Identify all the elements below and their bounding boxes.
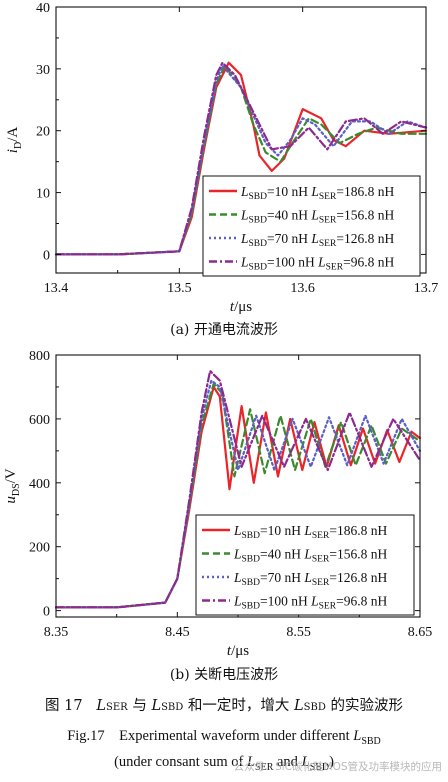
figure-caption-cn: 图 17 LSER 与 LSBD 和一定时，增大 LSBD 的实验波形 [0, 694, 448, 715]
caption-text: (under consant sum of [114, 754, 247, 770]
x-tick-label: 13.7 [414, 281, 439, 296]
figure-caption-en-line2: (under consant sum of LSER and LSBD) [0, 754, 448, 773]
caption-text: 的实验波形 [325, 698, 403, 714]
x-tick-label: 8.55 [286, 625, 311, 640]
caption-subscript: SBD [303, 702, 326, 713]
x-axis-label: t/μs [230, 299, 252, 315]
series-line-4 [54, 369, 422, 609]
x-tick-label: 8.35 [44, 625, 69, 640]
series-line-2 [54, 64, 428, 256]
legend-entry: LSBD=100 nH LSER=96.8 nH [240, 255, 394, 273]
y-axis-label: uDS/V [3, 468, 22, 503]
caption-text: 与 [127, 698, 152, 714]
y-tick-label: 600 [29, 413, 50, 428]
caption-symbol: L [151, 698, 162, 714]
y-tick-label: 400 [29, 477, 50, 492]
y-tick-label: 800 [29, 349, 50, 364]
x-tick-label: 13.5 [167, 281, 192, 296]
caption-text: 和一定时，增大 [183, 698, 295, 714]
x-tick-label: 8.65 [408, 625, 433, 640]
caption-subscript: SER [106, 702, 128, 713]
legend-entry: LSBD=100 nH LSER=96.8 nH [233, 594, 387, 612]
legend-entry: LSBD=10 nH LSER=186.8 nH [233, 523, 387, 541]
caption-text: Fig.17 Experimental waveform under diffe… [67, 728, 354, 744]
x-tick-label: 13.6 [290, 281, 315, 296]
caption-subscript: SBD [161, 702, 184, 713]
legend-entry: LSBD=70 nH LSER=126.8 nH [233, 570, 387, 588]
series-line-4 [54, 61, 428, 256]
y-tick-label: 200 [29, 541, 50, 556]
figure-number: 图 17 [45, 698, 83, 714]
caption-text: and [273, 754, 302, 770]
y-tick-label: 0 [43, 605, 50, 620]
chart-a-turn-on-current: 13.4 13.5 13.6 13.7 0 10 20 30 40 t/μs iD/A LSBD=10… [5, 1, 439, 315]
caption-subscript: SBD [361, 735, 381, 747]
x-axis-label: t/μs [227, 643, 249, 659]
caption-subscript: SER [255, 761, 274, 773]
caption-symbol: L [246, 754, 256, 770]
subcaption-a: (a) 开通电流波形 [170, 322, 278, 338]
figure-caption-en-line1: Fig.17 Experimental waveform under diffe… [0, 728, 448, 747]
chart-b-turn-off-voltage: 8.35 8.45 8.55 8.65 0 200 400 600 800 t/μs uDS/V LS… [3, 349, 433, 659]
y-tick-label: 0 [43, 248, 50, 263]
x-tick-label: 13.4 [44, 281, 69, 296]
caption-symbol: L [353, 728, 362, 744]
caption-symbol: L [301, 754, 310, 770]
series-line-1 [54, 385, 422, 609]
y-tick-label: 40 [36, 1, 50, 16]
x-tick-label: 8.45 [165, 625, 190, 640]
y-tick-label: 30 [36, 63, 50, 78]
y-axis-label: iD/A [5, 127, 24, 154]
watermark: 公众号 · SiC碳化硅MOS管及功率模块的应用 [233, 761, 442, 773]
legend-entry: LSBD=10 nH LSER=186.8 nH [240, 184, 394, 202]
subcaption-b: (b) 关断电压波形 [169, 667, 279, 683]
legend-box [202, 175, 421, 277]
legend-box [195, 514, 415, 616]
legend-entry: LSBD=70 nH LSER=126.8 nH [240, 231, 394, 249]
caption-subscript: SBD [309, 761, 330, 773]
legend-entry: LSBD=40 nH LSER=156.8 nH [240, 208, 394, 226]
caption-symbol: L [294, 698, 304, 714]
y-tick-label: 10 [36, 187, 50, 202]
y-tick-label: 20 [36, 125, 50, 140]
caption-text: ) [329, 754, 334, 770]
caption-symbol: L [96, 698, 107, 714]
legend-entry: LSBD=40 nH LSER=156.8 nH [233, 547, 387, 565]
